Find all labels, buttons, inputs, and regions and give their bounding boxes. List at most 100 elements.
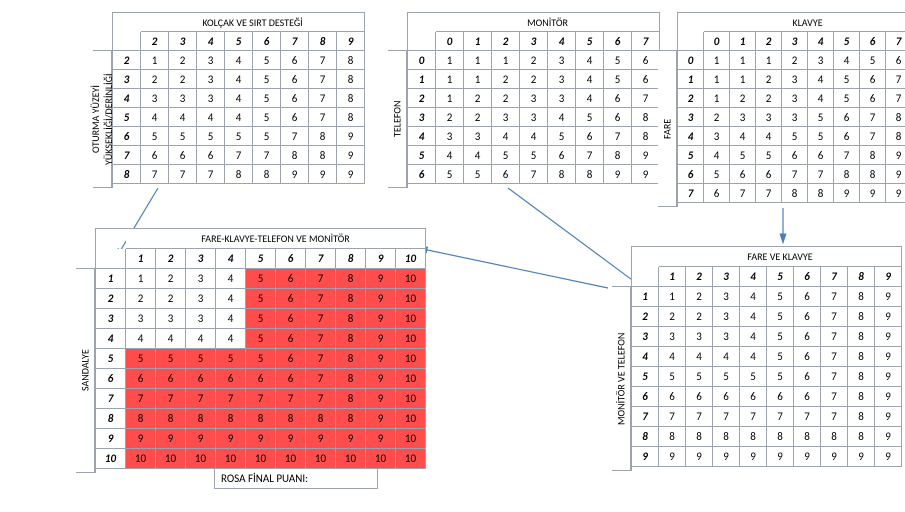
data-cell: 10 — [276, 449, 306, 469]
data-cell: 5 — [246, 309, 276, 329]
data-cell: 4 — [126, 329, 156, 349]
data-cell: 4 — [740, 327, 767, 347]
row-header: 8 — [632, 427, 659, 447]
data-cell: 5 — [604, 70, 632, 89]
data-cell: 9 — [875, 327, 902, 347]
data-cell: 10 — [336, 449, 366, 469]
data-cell: 7 — [306, 309, 336, 329]
data-cell: 6 — [276, 349, 306, 369]
data-cell: 7 — [767, 407, 794, 427]
data-cell: 5 — [767, 327, 794, 347]
data-cell: 10 — [396, 329, 426, 349]
col-header: 7 — [632, 32, 660, 51]
data-cell: 3 — [548, 89, 576, 108]
data-cell: 4 — [464, 146, 492, 165]
col-header: 8 — [336, 249, 366, 269]
data-cell: 7 — [169, 165, 197, 184]
row-header: 5 — [96, 349, 126, 369]
row-header: 3 — [113, 70, 141, 89]
row-header: 1 — [632, 287, 659, 307]
data-cell: 7 — [306, 289, 336, 309]
data-cell: 7 — [794, 407, 821, 427]
grid-t1: KOLÇAK VE SIRT DESTEĞİ234567892123456783… — [112, 12, 365, 188]
data-cell: 2 — [686, 287, 713, 307]
data-cell: 6 — [794, 307, 821, 327]
row-header: 2 — [113, 51, 141, 70]
data-cell: 9 — [156, 429, 186, 449]
col-header: 1 — [730, 32, 756, 51]
data-cell: 1 — [730, 70, 756, 89]
row-header: 6 — [408, 165, 436, 184]
data-cell: 3 — [713, 287, 740, 307]
data-cell: 3 — [156, 309, 186, 329]
data-cell: 6 — [794, 287, 821, 307]
data-cell: 8 — [336, 329, 366, 349]
data-cell: 5 — [253, 108, 281, 127]
data-cell: 8 — [337, 70, 365, 89]
header-corner — [113, 32, 141, 51]
data-cell: 5 — [756, 146, 782, 165]
header-corner — [96, 249, 126, 269]
data-cell: 8 — [156, 409, 186, 429]
col-header: 7 — [306, 249, 336, 269]
data-cell: 7 — [216, 389, 246, 409]
data-cell: 9 — [875, 367, 902, 387]
col-header: 4 — [197, 32, 225, 51]
data-cell: 1 — [730, 51, 756, 70]
data-cell: 3 — [782, 89, 808, 108]
data-cell: 7 — [821, 287, 848, 307]
col-header: 8 — [848, 267, 875, 287]
data-cell: 6 — [246, 369, 276, 389]
col-header: 2 — [492, 32, 520, 51]
data-cell: 9 — [886, 146, 905, 165]
col-header: 5 — [225, 32, 253, 51]
data-cell: 4 — [740, 287, 767, 307]
data-cell: 3 — [548, 70, 576, 89]
data-cell: 1 — [704, 51, 730, 70]
data-cell: 6 — [713, 387, 740, 407]
data-cell: 7 — [782, 165, 808, 184]
data-cell: 6 — [281, 70, 309, 89]
data-cell: 5 — [246, 349, 276, 369]
data-cell: 2 — [169, 70, 197, 89]
data-cell: 8 — [281, 146, 309, 165]
data-cell: 5 — [576, 108, 604, 127]
data-cell: 8 — [740, 427, 767, 447]
data-cell: 4 — [576, 51, 604, 70]
corner-blank — [96, 229, 126, 249]
data-cell: 6 — [604, 89, 632, 108]
data-cell: 9 — [336, 429, 366, 449]
data-cell: 1 — [464, 51, 492, 70]
header-corner — [632, 267, 659, 287]
data-cell: 4 — [216, 309, 246, 329]
data-cell: 5 — [156, 349, 186, 369]
data-cell: 4 — [225, 51, 253, 70]
data-cell: 9 — [366, 409, 396, 429]
data-cell: 7 — [740, 407, 767, 427]
row-header: 7 — [678, 184, 704, 203]
data-cell: 8 — [659, 427, 686, 447]
data-cell: 8 — [126, 409, 156, 429]
data-cell: 8 — [848, 427, 875, 447]
data-cell: 6 — [197, 146, 225, 165]
data-cell: 8 — [886, 127, 905, 146]
data-cell: 6 — [276, 289, 306, 309]
data-cell: 7 — [821, 327, 848, 347]
data-cell: 5 — [246, 289, 276, 309]
data-cell: 8 — [632, 108, 660, 127]
side-label-t1: OTURMA YÜZEYİ YÜKSEKLİĞİ/DERİNLİĞİ — [93, 50, 112, 188]
data-cell: 9 — [366, 349, 396, 369]
data-cell: 7 — [309, 70, 337, 89]
data-cell: 8 — [848, 287, 875, 307]
data-cell: 6 — [186, 369, 216, 389]
table-t1: OTURMA YÜZEYİ YÜKSEKLİĞİ/DERİNLİĞİKOLÇAK… — [93, 12, 365, 188]
data-cell: 3 — [197, 89, 225, 108]
data-cell: 9 — [337, 146, 365, 165]
data-cell: 5 — [834, 70, 860, 89]
data-cell: 9 — [860, 184, 886, 203]
data-cell: 3 — [169, 89, 197, 108]
data-cell: 9 — [632, 165, 660, 184]
data-cell: 2 — [520, 70, 548, 89]
data-cell: 5 — [704, 165, 730, 184]
data-cell: 1 — [704, 89, 730, 108]
